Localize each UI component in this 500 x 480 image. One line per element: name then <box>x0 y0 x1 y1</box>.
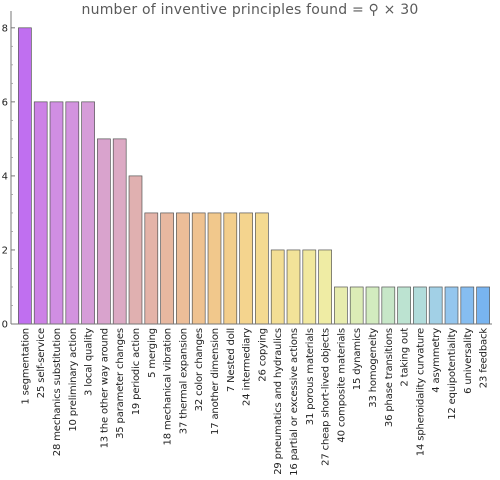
chart-title: number of inventive principles found = ⚲… <box>81 2 419 18</box>
bar <box>33 101 48 325</box>
y-tick-label: 4 <box>2 171 8 182</box>
bar <box>318 249 332 325</box>
x-category-label: 24 intermediary <box>242 328 253 406</box>
y-tick-label: 0 <box>2 320 8 331</box>
bar <box>65 101 80 325</box>
y-tick-label: 2 <box>2 245 8 256</box>
bar <box>112 138 127 325</box>
bar <box>413 286 427 325</box>
bar <box>97 138 111 325</box>
bar <box>286 249 301 325</box>
x-category-label: 1 segmentation <box>20 328 31 405</box>
x-category-label: 35 parameter changes <box>115 328 126 439</box>
bar <box>255 212 269 325</box>
bar <box>397 286 411 325</box>
x-category-label: 13 the other way around <box>99 328 110 448</box>
x-category-label: 4 asymmetry <box>431 328 442 393</box>
bar <box>176 212 190 325</box>
x-category-label: 29 pneumatics and hydraulics <box>273 328 284 475</box>
x-category-label: 14 spheroidality curvature <box>415 328 426 456</box>
x-category-label: 17 another dimension <box>210 328 221 435</box>
bar <box>144 212 159 325</box>
bar <box>191 212 206 325</box>
bar <box>207 212 222 325</box>
x-category-label: 19 periodic action <box>131 328 142 415</box>
x-category-label: 18 mechanical vibration <box>163 328 174 445</box>
bar <box>349 286 364 325</box>
x-category-label: 31 porous materials <box>305 328 316 425</box>
bar <box>270 249 285 325</box>
x-category-label: 12 equipotentiality <box>447 328 458 420</box>
x-category-label: 25 self-service <box>36 328 47 398</box>
x-category-label: 32 color changes <box>194 328 205 411</box>
bar <box>239 212 253 325</box>
x-category-label: 28 mechanics substitution <box>52 328 63 456</box>
x-category-label: 27 cheap short-lived objects <box>321 328 332 466</box>
category-labels-group: 1 segmentation 25 self-service 28 mechanic… <box>20 328 489 476</box>
x-category-label: 16 partial or excessive actions <box>289 328 300 476</box>
x-category-label: 23 feedback <box>479 328 490 389</box>
bars-group <box>18 27 490 325</box>
bar <box>49 101 64 325</box>
x-category-label: 2 taking out <box>400 328 411 387</box>
x-category-label: 37 thermal expansion <box>178 328 189 434</box>
x-category-label: 26 copying <box>257 328 268 382</box>
x-category-label: 33 homogeneity <box>368 328 379 408</box>
bar <box>81 101 95 325</box>
axes-group <box>10 11 492 325</box>
bar <box>223 212 238 325</box>
bar <box>365 286 380 325</box>
bar <box>128 175 143 325</box>
y-tick-label: 6 <box>2 97 8 108</box>
bar <box>18 27 32 325</box>
x-category-label: 5 merging <box>147 328 158 378</box>
y-ticks-group: 0 2 4 6 8 <box>2 23 15 331</box>
bar <box>302 249 317 325</box>
bar <box>160 212 174 325</box>
x-category-label: 6 universality <box>463 328 474 394</box>
bar <box>381 286 396 325</box>
x-category-label: 7 Nested doll <box>226 328 237 392</box>
y-tick-label: 8 <box>2 23 8 34</box>
bar <box>460 286 475 325</box>
bar <box>334 286 348 325</box>
bar <box>444 286 459 325</box>
bar <box>476 286 490 325</box>
x-category-label: 3 local quality <box>84 328 95 396</box>
x-category-label: 10 preliminary action <box>68 328 79 432</box>
x-category-label: 15 dynamics <box>352 328 363 390</box>
x-category-label: 40 composite materials <box>336 328 347 443</box>
bar <box>428 286 443 325</box>
x-category-label: 36 phase transitions <box>384 328 395 427</box>
